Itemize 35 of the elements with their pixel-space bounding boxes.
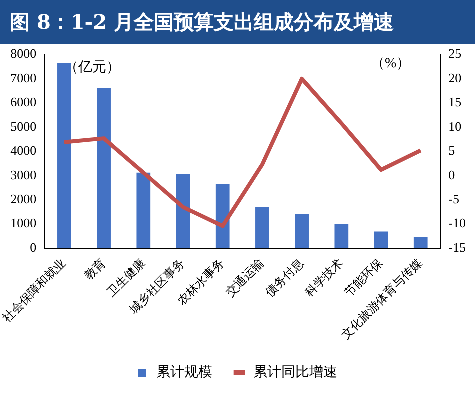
y2-tick-label: 20 [448, 70, 462, 86]
y-axis-title: （亿元） [64, 59, 121, 76]
y-tick-label: 5000 [10, 118, 37, 134]
y-tick-label: 4000 [10, 143, 37, 158]
y2-tick-label: 5 [448, 143, 456, 158]
y-tick-label: 7000 [10, 70, 37, 86]
y-tick-label: 1000 [10, 216, 37, 231]
y-tick-label: 8000 [10, 46, 37, 62]
bar [295, 214, 309, 248]
y2-tick-label: -10 [448, 216, 466, 231]
bar [256, 208, 270, 248]
y-tick-label: 2000 [10, 191, 37, 206]
bar [334, 224, 349, 248]
bar [136, 172, 151, 248]
x-tick-label: 教育 [82, 256, 108, 283]
bar [176, 174, 190, 248]
y-tick-label: 0 [30, 240, 37, 255]
bar [97, 88, 111, 248]
legend-label: 累计同比增速 [254, 364, 338, 381]
y2-tick-label: -15 [448, 240, 466, 255]
bar [414, 238, 428, 248]
y2-axis-title: （%） [371, 56, 411, 72]
bar [374, 232, 388, 248]
bar [216, 184, 230, 248]
y-tick-label: 6000 [10, 94, 37, 110]
y2-tick-label: 0 [448, 167, 456, 182]
legend-label: 累计规模 [156, 364, 212, 381]
y-tick-label: 3000 [10, 167, 37, 182]
bar [58, 63, 72, 248]
x-tick-label: 社会保障和就业 [0, 256, 69, 326]
y2-tick-label: 25 [448, 46, 462, 62]
chart-title: 图 8：1-2 月全国预算支出组成分布及增速 [0, 0, 475, 44]
y2-tick-label: 10 [448, 118, 462, 134]
y2-tick-label: 15 [448, 94, 462, 110]
y2-tick-label: -5 [448, 191, 460, 206]
